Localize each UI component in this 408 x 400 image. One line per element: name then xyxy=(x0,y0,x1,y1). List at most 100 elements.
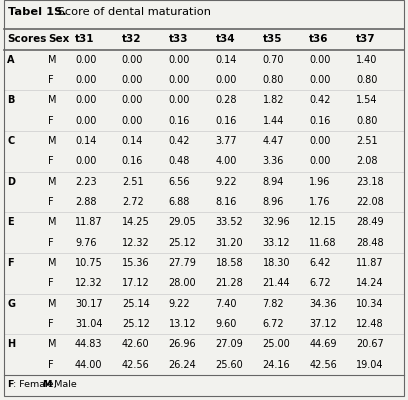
Text: 0.16: 0.16 xyxy=(169,116,190,126)
Text: 0.00: 0.00 xyxy=(75,75,96,85)
Text: 44.83: 44.83 xyxy=(75,339,102,349)
Text: 15.36: 15.36 xyxy=(122,258,149,268)
Text: 25.60: 25.60 xyxy=(215,360,243,370)
Text: 3.77: 3.77 xyxy=(215,136,237,146)
Text: 21.44: 21.44 xyxy=(262,278,290,288)
Text: 24.16: 24.16 xyxy=(262,360,290,370)
Text: M: M xyxy=(49,136,57,146)
Text: 31.04: 31.04 xyxy=(75,319,102,329)
Text: 14.24: 14.24 xyxy=(356,278,384,288)
Text: 19.04: 19.04 xyxy=(356,360,384,370)
Text: 9.60: 9.60 xyxy=(215,319,237,329)
Text: 27.79: 27.79 xyxy=(169,258,197,268)
Text: 7.82: 7.82 xyxy=(262,299,284,309)
Text: 0.00: 0.00 xyxy=(309,75,331,85)
Text: M: M xyxy=(49,217,57,227)
Text: 11.68: 11.68 xyxy=(309,238,337,248)
Text: 2.51: 2.51 xyxy=(122,177,144,187)
Text: t34: t34 xyxy=(215,34,235,44)
Text: 18.58: 18.58 xyxy=(215,258,243,268)
Text: 0.00: 0.00 xyxy=(215,75,237,85)
Text: 0.16: 0.16 xyxy=(309,116,331,126)
Text: 9.22: 9.22 xyxy=(169,299,191,309)
Text: 25.00: 25.00 xyxy=(262,339,290,349)
Text: Score of dental maturation: Score of dental maturation xyxy=(54,7,211,17)
Text: 26.24: 26.24 xyxy=(169,360,197,370)
Text: 2.51: 2.51 xyxy=(356,136,378,146)
Text: 0.00: 0.00 xyxy=(169,96,190,106)
Text: 6.72: 6.72 xyxy=(262,319,284,329)
Text: t35: t35 xyxy=(262,34,282,44)
Text: 34.36: 34.36 xyxy=(309,299,337,309)
Text: 26.96: 26.96 xyxy=(169,339,196,349)
Text: 4.47: 4.47 xyxy=(262,136,284,146)
Text: 3.36: 3.36 xyxy=(262,156,284,166)
Text: 1.76: 1.76 xyxy=(309,197,331,207)
Text: 0.00: 0.00 xyxy=(122,96,143,106)
Text: 42.60: 42.60 xyxy=(122,339,149,349)
Text: t33: t33 xyxy=(169,34,188,44)
Text: 0.80: 0.80 xyxy=(356,116,378,126)
Text: G: G xyxy=(7,299,16,309)
Text: 0.00: 0.00 xyxy=(75,96,96,106)
Text: 8.96: 8.96 xyxy=(262,197,284,207)
Text: 33.52: 33.52 xyxy=(215,217,243,227)
Text: M: M xyxy=(49,339,57,349)
Text: 0.00: 0.00 xyxy=(75,116,96,126)
Text: 11.87: 11.87 xyxy=(75,217,103,227)
Text: 0.42: 0.42 xyxy=(309,96,331,106)
Text: 28.48: 28.48 xyxy=(356,238,384,248)
Text: M: M xyxy=(49,258,57,268)
Text: 7.40: 7.40 xyxy=(215,299,237,309)
Text: 0.14: 0.14 xyxy=(122,136,143,146)
Text: 0.14: 0.14 xyxy=(215,55,237,65)
Text: 12.48: 12.48 xyxy=(356,319,384,329)
Text: F: F xyxy=(7,258,14,268)
Text: 0.00: 0.00 xyxy=(75,156,96,166)
Text: 2.88: 2.88 xyxy=(75,197,97,207)
Text: 0.42: 0.42 xyxy=(169,136,190,146)
Text: 37.12: 37.12 xyxy=(309,319,337,329)
Text: 30.17: 30.17 xyxy=(75,299,103,309)
Text: 22.08: 22.08 xyxy=(356,197,384,207)
Text: 0.00: 0.00 xyxy=(309,55,331,65)
Text: t36: t36 xyxy=(309,34,329,44)
Text: 42.56: 42.56 xyxy=(309,360,337,370)
Text: 12.32: 12.32 xyxy=(75,278,103,288)
Text: 9.76: 9.76 xyxy=(75,238,97,248)
Text: M: M xyxy=(49,177,57,187)
Text: 23.18: 23.18 xyxy=(356,177,384,187)
Text: F: F xyxy=(49,75,54,85)
Text: 0.16: 0.16 xyxy=(215,116,237,126)
Text: 0.70: 0.70 xyxy=(262,55,284,65)
Text: Tabel 1S.: Tabel 1S. xyxy=(8,7,67,17)
Text: F: F xyxy=(49,360,54,370)
Text: C: C xyxy=(7,136,15,146)
Text: t37: t37 xyxy=(356,34,376,44)
Text: 0.14: 0.14 xyxy=(75,136,96,146)
Text: M: M xyxy=(49,96,57,106)
Text: 0.48: 0.48 xyxy=(169,156,190,166)
Text: 42.56: 42.56 xyxy=(122,360,150,370)
Text: 1.54: 1.54 xyxy=(356,96,378,106)
Text: 0.80: 0.80 xyxy=(262,75,284,85)
Text: 25.12: 25.12 xyxy=(169,238,197,248)
Text: A: A xyxy=(7,55,15,65)
Text: 44.00: 44.00 xyxy=(75,360,102,370)
Text: B: B xyxy=(7,96,15,106)
Text: 1.40: 1.40 xyxy=(356,55,378,65)
Text: 0.28: 0.28 xyxy=(215,96,237,106)
Text: F: F xyxy=(7,380,14,389)
Text: 1.96: 1.96 xyxy=(309,177,331,187)
Text: 33.12: 33.12 xyxy=(262,238,290,248)
Text: 25.12: 25.12 xyxy=(122,319,150,329)
Text: 10.75: 10.75 xyxy=(75,258,103,268)
Text: 6.88: 6.88 xyxy=(169,197,190,207)
Text: 6.42: 6.42 xyxy=(309,258,331,268)
Text: 29.05: 29.05 xyxy=(169,217,197,227)
Text: 0.00: 0.00 xyxy=(169,55,190,65)
Text: 28.00: 28.00 xyxy=(169,278,196,288)
Text: 2.72: 2.72 xyxy=(122,197,144,207)
Text: 11.87: 11.87 xyxy=(356,258,384,268)
Text: F: F xyxy=(49,238,54,248)
